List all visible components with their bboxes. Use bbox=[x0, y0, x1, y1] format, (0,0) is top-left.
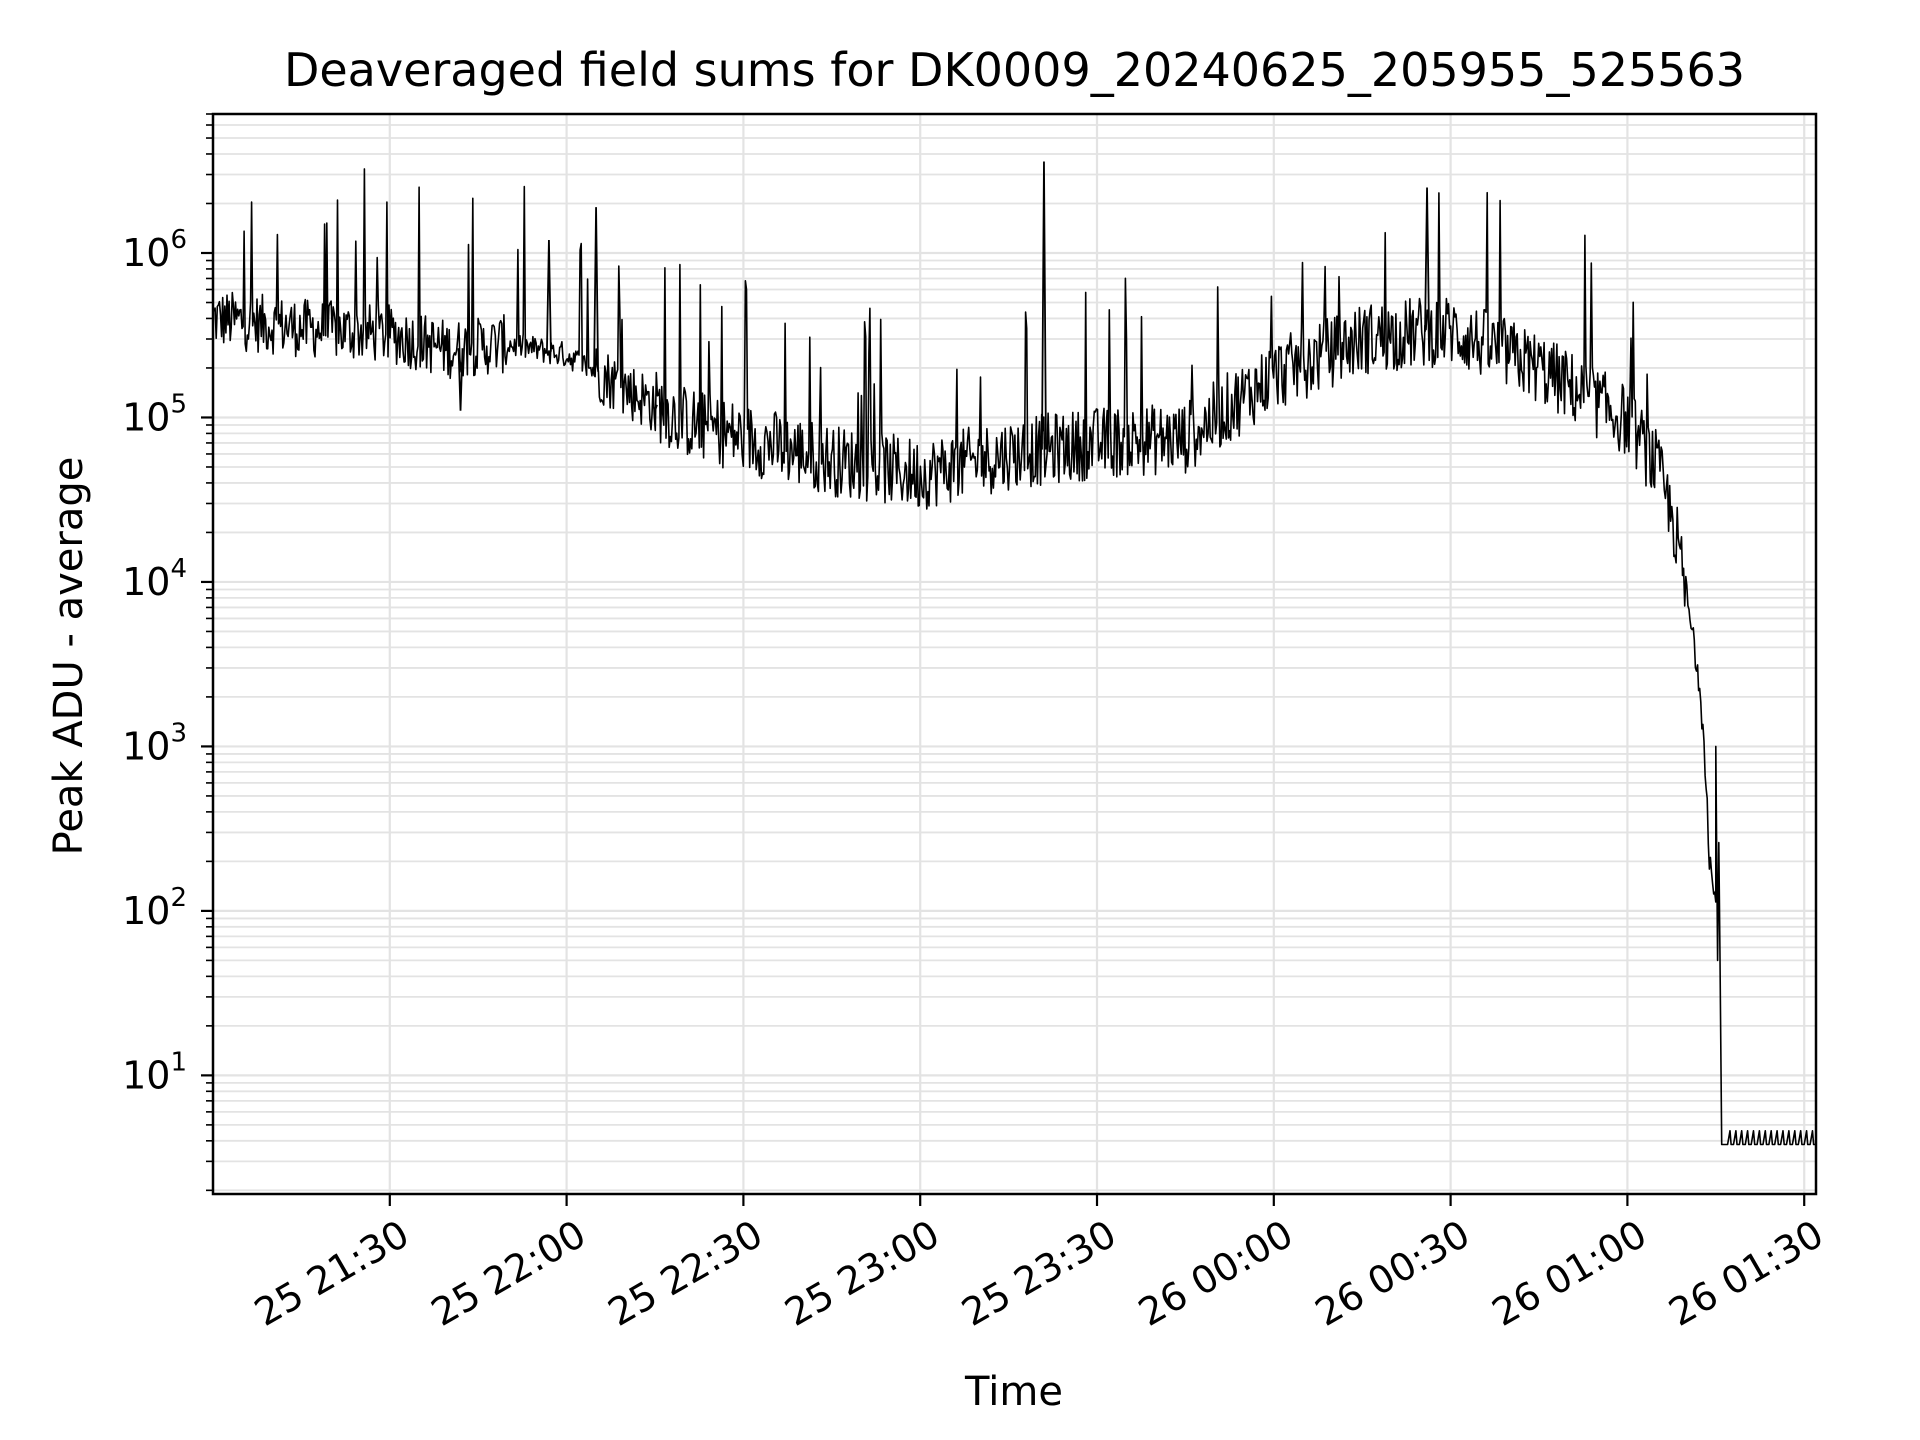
y-tick-exponent: 5 bbox=[170, 389, 187, 419]
y-tick-label: 105 bbox=[122, 389, 187, 439]
y-tick-base: 10 bbox=[122, 889, 170, 933]
y-tick-label: 101 bbox=[122, 1047, 187, 1097]
y-tick-base: 10 bbox=[122, 395, 170, 439]
spike-mark bbox=[1041, 161, 1047, 450]
y-tick-exponent: 2 bbox=[170, 883, 187, 913]
spike-mark bbox=[546, 239, 552, 352]
y-tick-exponent: 1 bbox=[170, 1047, 187, 1077]
series-line bbox=[212, 168, 1816, 1146]
y-tick-exponent: 6 bbox=[170, 225, 187, 255]
data-layer bbox=[212, 161, 1816, 1146]
spike-mark bbox=[457, 348, 464, 411]
y-tick-exponent: 3 bbox=[170, 718, 187, 748]
plot-frame bbox=[211, 112, 1818, 1196]
y-tick-base: 10 bbox=[122, 724, 170, 768]
y-tick-label: 103 bbox=[122, 718, 187, 768]
spike-mark bbox=[593, 207, 599, 372]
y-tick-label: 102 bbox=[122, 883, 187, 933]
chart-title: Deaveraged field sums for DK0009_2024062… bbox=[284, 43, 1745, 97]
y-axis-label: Peak ADU - average bbox=[46, 457, 92, 856]
spike-mark bbox=[652, 404, 658, 414]
x-axis-label: Time bbox=[964, 1369, 1063, 1415]
y-tick-base: 10 bbox=[122, 231, 170, 275]
spike-mark bbox=[1424, 187, 1430, 332]
grid bbox=[213, 113, 1816, 1194]
y-tick-label: 106 bbox=[122, 225, 187, 275]
y-tick-exponent: 4 bbox=[170, 554, 187, 584]
y-tick-label: 104 bbox=[122, 554, 187, 604]
y-tick-base: 10 bbox=[122, 1053, 170, 1097]
y-tick-base: 10 bbox=[122, 560, 170, 604]
